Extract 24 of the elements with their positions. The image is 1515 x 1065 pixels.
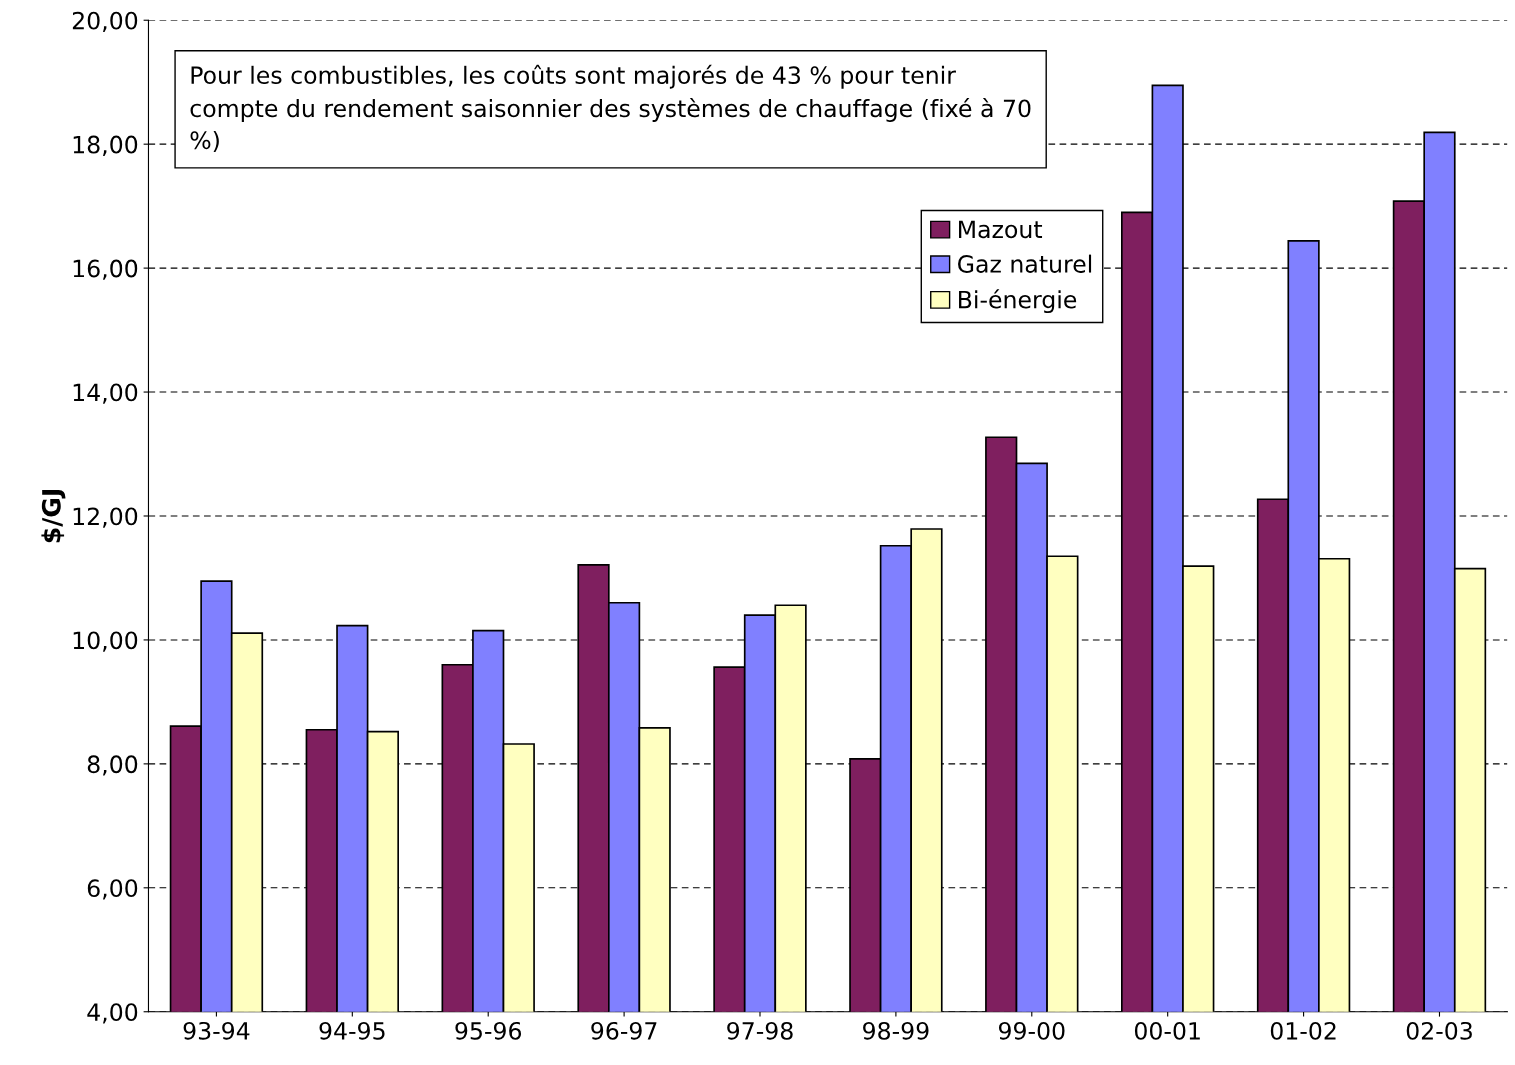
- x-tick-label: 00-01: [1134, 1021, 1200, 1040]
- x-tick-label: 02-03: [1406, 1021, 1472, 1040]
- y-tick-label: 12,00: [73, 507, 138, 528]
- y-tick-label: 8,00: [87, 755, 138, 776]
- y-tick-label: 16,00: [73, 259, 138, 280]
- x-tick-label: 98-99: [863, 1021, 929, 1040]
- x-tick-label: 95-96: [455, 1021, 522, 1040]
- y-tick-label: 14,00: [73, 383, 138, 404]
- y-axis-title: $/GJ: [41, 490, 66, 543]
- x-tick-label: 01-02: [1270, 1021, 1336, 1040]
- x-tick-label: 97-98: [727, 1021, 793, 1040]
- y-tick-label: 18,00: [73, 135, 138, 156]
- annotation: Pour les combustibles, les coûts sont majorés de 43 % pour tenir compte du rendement saisonnier des systèmes de chauffage (fixé à 70 %): [190, 64, 1031, 152]
- legend-label: Bi-énergie: [959, 289, 1077, 314]
- x-tick-label: 99-00: [998, 1021, 1065, 1040]
- y-tick-label: 6,00: [87, 879, 138, 900]
- y-tick-label: 20,00: [72, 11, 138, 32]
- x-tick-label: 96-97: [591, 1021, 657, 1040]
- y-tick-label: 10,00: [73, 631, 138, 652]
- x-tick-label: 94-95: [319, 1021, 385, 1040]
- legend-label: Mazout: [959, 220, 1043, 239]
- x-tick-label: 93-94: [183, 1021, 250, 1040]
- legend-label: Gaz naturel: [958, 254, 1092, 273]
- y-tick-label: 4,00: [87, 1003, 138, 1024]
